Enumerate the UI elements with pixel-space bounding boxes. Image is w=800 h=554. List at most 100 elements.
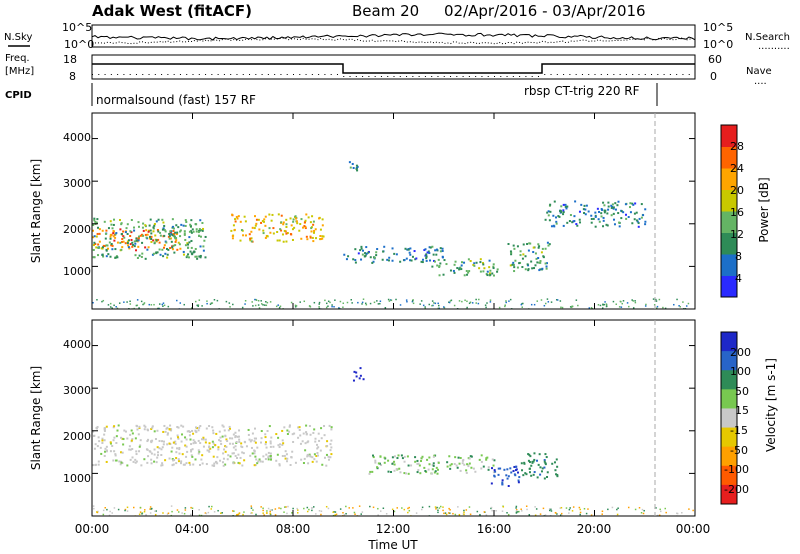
- power-point: [318, 217, 321, 220]
- velocity-point: [157, 454, 160, 457]
- power-point: [105, 255, 108, 258]
- velocity-point: [101, 437, 104, 440]
- nave-dot: [236, 74, 238, 75]
- power-point: [408, 251, 411, 254]
- velocity-point: [229, 427, 232, 430]
- power-point: [377, 303, 380, 305]
- power-point: [477, 302, 480, 305]
- power-point: [348, 161, 351, 164]
- power-point: [318, 306, 320, 308]
- power-point: [637, 222, 640, 225]
- velocity-point: [184, 444, 187, 447]
- velocity-point: [296, 512, 299, 514]
- power-point: [294, 215, 297, 218]
- velocity-point: [99, 446, 102, 449]
- power-point: [512, 244, 515, 247]
- power-point: [186, 255, 189, 258]
- velocity-point: [534, 506, 536, 508]
- nave-dot: [682, 74, 684, 75]
- power-point: [133, 307, 135, 309]
- power-point: [544, 302, 547, 305]
- power-point: [620, 217, 623, 220]
- velocity-point: [447, 512, 450, 514]
- velocity-point: [537, 463, 540, 466]
- velocity-point: [190, 454, 193, 457]
- power-point: [492, 267, 495, 270]
- power-point: [195, 230, 198, 233]
- velocity-point: [358, 377, 361, 380]
- velocity-point: [103, 433, 106, 436]
- velocity-point: [170, 514, 173, 516]
- velocity-point: [193, 440, 196, 443]
- velocity-point: [544, 462, 547, 465]
- velocity-point: [455, 464, 458, 467]
- power-point: [553, 200, 556, 203]
- velocity-point: [638, 507, 641, 509]
- velocity-point: [308, 508, 310, 511]
- velocity-point: [198, 426, 201, 429]
- velocity-point: [527, 459, 530, 462]
- velocity-point: [175, 457, 178, 460]
- velocity-point: [470, 455, 473, 458]
- power-point: [361, 301, 364, 304]
- nave-dot: [399, 76, 401, 77]
- power-point: [250, 237, 253, 240]
- velocity-point: [202, 436, 205, 439]
- velocity-point: [104, 450, 107, 453]
- power-point: [387, 259, 390, 262]
- power-point: [633, 212, 636, 215]
- power-point: [190, 230, 193, 233]
- power-point: [142, 222, 145, 225]
- velocity-point: [302, 432, 305, 435]
- power-point: [285, 218, 288, 221]
- power-point: [655, 300, 658, 302]
- velocity-point: [131, 456, 134, 459]
- power-point: [98, 232, 101, 235]
- power-point: [537, 243, 540, 246]
- power-point: [280, 221, 283, 224]
- power-point: [687, 302, 690, 305]
- velocity-point: [676, 512, 678, 515]
- power-point: [239, 220, 242, 223]
- power-point: [110, 244, 113, 247]
- power-point: [622, 300, 625, 302]
- power-point: [148, 237, 151, 240]
- power-point: [183, 230, 186, 233]
- power-point: [161, 303, 164, 306]
- velocity-point: [219, 436, 222, 439]
- velocity-point: [223, 429, 226, 432]
- velocity-point: [513, 465, 516, 468]
- power-point: [184, 224, 187, 227]
- nave-dot: [663, 74, 665, 75]
- velocity-point: [97, 436, 100, 439]
- power-point: [519, 250, 522, 253]
- nave-dot: [556, 74, 558, 75]
- power-point: [195, 255, 198, 258]
- power-point: [95, 235, 98, 238]
- power-point: [130, 231, 133, 234]
- power-point: [612, 212, 615, 215]
- velocity-point: [470, 466, 473, 469]
- power-point: [155, 240, 158, 243]
- power-point: [155, 251, 158, 254]
- velocity-point: [391, 456, 394, 459]
- velocity-point: [611, 506, 614, 509]
- velocity-point: [189, 463, 192, 466]
- velocity-point: [306, 510, 309, 513]
- velocity-point: [463, 509, 465, 512]
- power-point: [473, 264, 476, 267]
- power-point: [562, 224, 565, 227]
- velocity-point: [129, 458, 132, 461]
- power-point: [379, 302, 381, 305]
- velocity-point: [117, 508, 120, 511]
- power-point: [652, 298, 655, 300]
- velocity-point: [283, 511, 285, 513]
- xtick-1600: 16:00: [477, 522, 512, 536]
- velocity-point: [269, 458, 272, 461]
- power-point: [541, 247, 544, 250]
- nave-dot: [192, 74, 194, 75]
- velocity-point: [493, 459, 496, 462]
- velocity-point: [393, 455, 396, 458]
- power-point: [549, 210, 552, 213]
- velocity-point: [162, 440, 165, 443]
